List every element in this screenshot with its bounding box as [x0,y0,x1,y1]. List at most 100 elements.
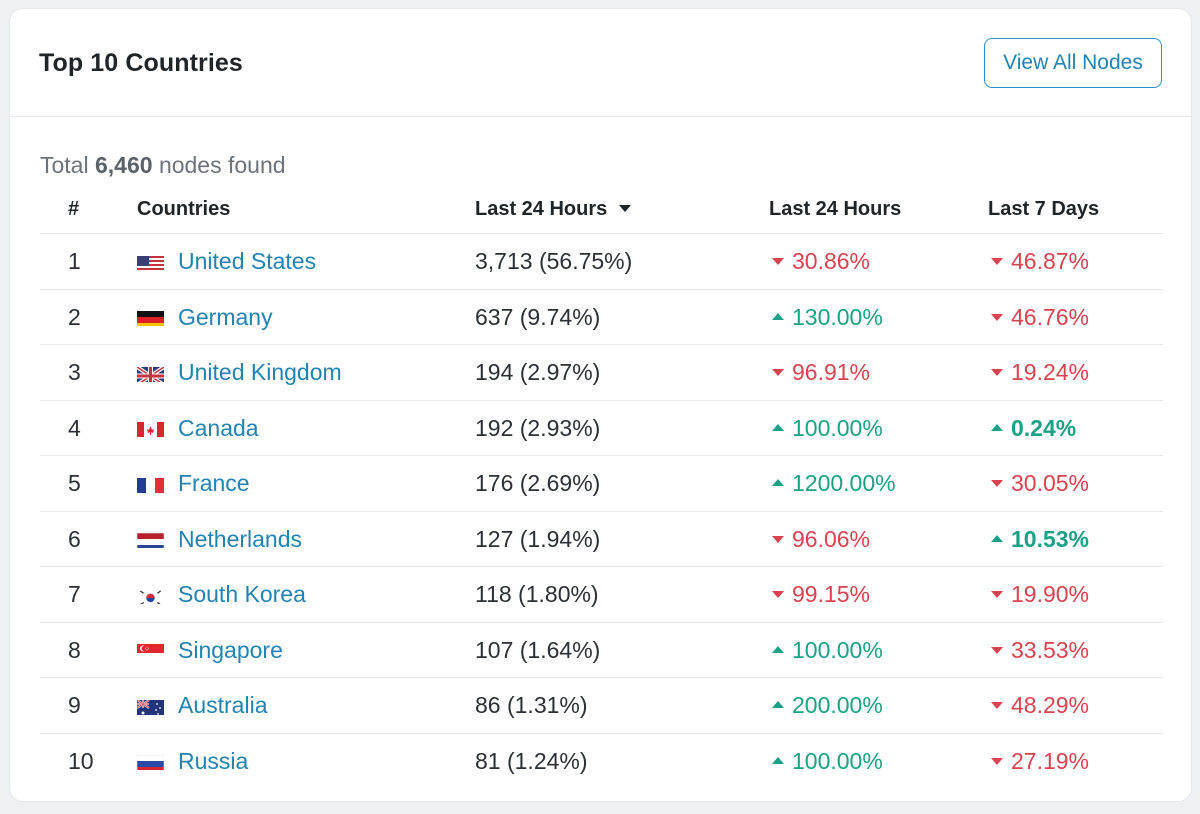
change-24h-value: 1200.00% [792,470,896,496]
arrow-down-icon [772,369,784,376]
country-link[interactable]: France [178,470,250,496]
country-cell: South Korea [137,581,306,608]
change-7d-cell: 46.76% [991,304,1089,331]
arrow-up-icon [772,423,784,431]
change-24h-cell: 30.86% [772,248,870,275]
change-24h-cell: 96.06% [772,526,870,553]
country-link[interactable]: United States [178,248,317,274]
nodes-cell: 176 (2.69%) [475,470,601,496]
table-body: 1 United States 3,713 (56.75%) 30.86% 46.87%… [40,234,1163,788]
flag-gb-icon [137,364,164,382]
country-link[interactable]: Australia [178,692,268,718]
change-7d-cell: 27.19% [991,748,1089,775]
flag-us-icon [137,253,164,271]
change-24h-value: 96.91% [792,359,871,385]
arrow-down-icon [991,591,1003,598]
change-24h-cell: 100.00% [772,637,883,664]
table-row: 10 Russia 81 (1.24%) 100.00% 27.19% [40,734,1163,789]
change-24h-cell: 96.91% [772,359,870,386]
nodes-cell: 637 (9.74%) [475,303,601,330]
country-link[interactable]: Canada [178,414,259,441]
change-24h-value: 130.00% [792,303,883,330]
card-header: Top 10 Countries View All Nodes [10,9,1191,117]
flag-fr-icon [137,475,164,493]
change-7d-value: 10.53% [1011,525,1090,552]
table-row: 4 Canada 192 (2.93%) 100.00% 0.24% [40,401,1163,456]
change-7d-cell: 0.24% [991,415,1076,442]
change-7d-value: 19.24% [1011,359,1090,385]
change-24h-value: 96.06% [792,525,871,552]
table-row: 7 South Korea 118 (1.80%) 99.15% 19.90% [40,567,1163,623]
rank-cell: 5 [68,470,81,496]
arrow-up-icon [772,756,784,764]
change-24h-cell: 200.00% [772,692,883,719]
arrow-down-icon [991,757,1003,765]
rank-cell: 2 [68,303,81,330]
country-cell: United States [137,248,316,275]
arrow-up-icon [772,701,784,708]
table-row: 8 Singapore 107 (1.64%) 100.00% 33.53% [40,623,1163,678]
table-row: 3 United Kingdom 194 (2.97%) 96.91% 19.24% [40,345,1163,401]
change-7d-value: 46.76% [1011,303,1090,330]
change-24h-cell: 100.00% [772,415,883,442]
change-7d-value: 19.90% [1011,581,1090,607]
change-24h-value: 100.00% [792,747,883,774]
flag-de-icon [137,308,164,326]
col-change-24h-header: Last 24 Hours [769,198,902,220]
table-row: 6 Netherlands 127 (1.94%) 96.06% 10.53% [40,512,1163,567]
arrow-up-icon [991,423,1003,431]
country-link[interactable]: Russia [178,747,249,774]
table-row: 2 Germany 637 (9.74%) 130.00% 46.76% [40,290,1163,345]
change-24h-value: 99.15% [792,581,871,607]
country-link[interactable]: Singapore [178,636,283,663]
change-7d-cell: 10.53% [991,526,1089,553]
nodes-cell: 107 (1.64%) [475,636,601,663]
change-7d-value: 48.29% [1011,692,1090,718]
table-row: 5 France 176 (2.69%) 1200.00% 30.05% [40,456,1163,512]
change-7d-value: 30.05% [1011,470,1090,496]
change-24h-value: 100.00% [792,636,883,663]
arrow-down-icon [991,313,1003,321]
nodes-cell: 194 (2.97%) [475,359,601,385]
change-24h-value: 100.00% [792,414,883,441]
change-7d-cell: 30.05% [991,470,1089,497]
change-24h-cell: 1200.00% [772,470,896,497]
rank-cell: 6 [68,525,81,552]
change-24h-value: 30.86% [792,248,871,274]
change-7d-value: 0.24% [1011,414,1077,441]
col-countries-header: Countries [137,198,231,220]
flag-nl-icon [137,530,164,548]
arrow-down-icon [772,535,784,543]
arrow-down-icon [772,591,784,598]
nodes-cell: 86 (1.31%) [475,692,588,718]
arrow-down-icon [991,480,1003,487]
summary-count: 6,460 [94,152,153,178]
country-link[interactable]: United Kingdom [178,359,342,385]
arrow-up-icon [772,479,784,486]
sort-desc-icon[interactable] [619,205,632,212]
change-7d-cell: 19.90% [991,581,1089,608]
change-7d-value: 46.87% [1011,248,1090,274]
col-nodes-label: Last 24 Hours [475,198,608,220]
nodes-cell: 127 (1.94%) [475,525,601,552]
country-link[interactable]: Germany [178,303,273,330]
col-nodes-header[interactable]: Last 24 Hours [475,198,632,221]
country-cell: Singapore [137,637,283,664]
flag-au-icon [137,697,164,715]
change-24h-value: 200.00% [792,692,883,718]
nodes-cell: 118 (1.80%) [475,581,599,607]
arrow-down-icon [991,258,1003,265]
country-cell: Australia [137,692,267,719]
card-title: Top 10 Countries [39,49,243,77]
nodes-cell: 3,713 (56.75%) [475,248,633,274]
view-all-nodes-button[interactable]: View All Nodes [984,38,1162,88]
country-link[interactable]: Netherlands [178,525,303,552]
rank-cell: 1 [68,248,81,274]
col-change-7d-header: Last 7 Days [988,198,1100,220]
change-24h-cell: 99.15% [772,581,870,608]
rank-cell: 9 [68,692,81,718]
country-link[interactable]: South Korea [178,581,306,607]
rank-cell: 8 [68,636,81,663]
flag-kr-icon [137,586,164,604]
nodes-summary: Total 6,460 nodes found [40,152,286,179]
